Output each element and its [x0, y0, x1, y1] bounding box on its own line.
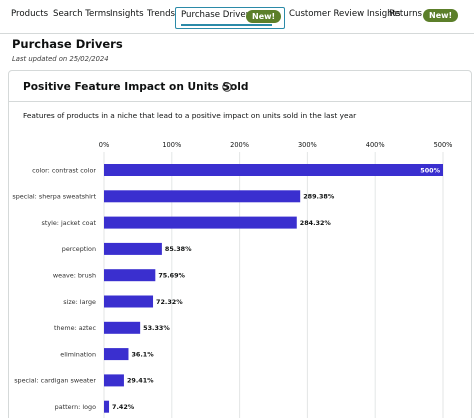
x-tick-label: 500% [434, 141, 453, 149]
category-label: pattern: logo [55, 403, 96, 411]
bar[interactable] [104, 400, 110, 413]
category-label: special: cardigan sweater [14, 377, 96, 385]
chart-description: Features of products in a niche that lea… [23, 111, 357, 120]
bar[interactable] [104, 216, 297, 229]
category-label: elimination [60, 350, 96, 358]
category-label: weave: brush [53, 272, 96, 280]
value-label: 53.33% [143, 324, 170, 332]
x-tick-label: 400% [366, 141, 385, 149]
card-divider [9, 101, 471, 102]
last-updated-text: Last updated on 25/02/2024 [12, 55, 109, 63]
tab-purchase-drivers-label: Purchase Drivers [181, 10, 254, 20]
new-badge: New! [246, 10, 282, 23]
bar[interactable] [104, 295, 154, 308]
value-label: 289.38% [303, 193, 335, 201]
bar[interactable] [104, 242, 162, 255]
tab-purchase-drivers[interactable]: Purchase Drivers New! [175, 7, 285, 29]
tab-insights[interactable]: Insights [110, 9, 144, 19]
value-label: 36.1% [131, 350, 154, 358]
tab-customer-review-insights[interactable]: Customer Review Insights [289, 9, 401, 19]
category-label: color: contrast color [32, 166, 96, 174]
returns-new-badge: New! [423, 9, 459, 22]
value-label: 29.41% [127, 377, 154, 385]
bar[interactable] [104, 374, 124, 387]
category-label: perception [62, 245, 96, 253]
tab-returns[interactable]: Returns [389, 9, 422, 19]
tab-trends[interactable]: Trends [147, 9, 175, 19]
x-tick-label: 200% [230, 141, 249, 149]
category-label: size: large [63, 298, 96, 306]
value-label: 75.69% [158, 272, 185, 280]
tab-bar: Products Search Terms Insights Trends Pu… [0, 0, 474, 34]
chart-card-title: Positive Feature Impact on Units Sold [23, 81, 249, 93]
x-tick-label: 0% [99, 141, 109, 149]
tab-search-terms[interactable]: Search Terms [53, 9, 111, 19]
bar[interactable] [104, 321, 141, 334]
value-label: 85.38% [165, 245, 192, 253]
value-label: 284.32% [300, 219, 332, 227]
value-label: 7.42% [112, 403, 135, 411]
x-tick-label: 100% [162, 141, 181, 149]
page-title: Purchase Drivers [12, 37, 123, 51]
info-icon[interactable] [222, 82, 232, 92]
value-label: 72.32% [156, 298, 183, 306]
tab-products[interactable]: Products [11, 9, 49, 19]
bar-chart: 0% 100% 200% 300% 400% 500% color: contrast co… [12, 141, 453, 418]
category-label: special: sherpa sweatshirt [12, 193, 96, 201]
bar[interactable] [104, 164, 443, 176]
bar[interactable] [104, 269, 156, 282]
category-label: style: jacket coat [41, 219, 96, 227]
category-label: theme: aztec [54, 324, 97, 332]
bar[interactable] [104, 348, 129, 361]
bar[interactable] [104, 190, 301, 203]
value-label: 500% [420, 166, 440, 174]
x-tick-label: 300% [298, 141, 317, 149]
active-tab-indicator [181, 24, 272, 26]
